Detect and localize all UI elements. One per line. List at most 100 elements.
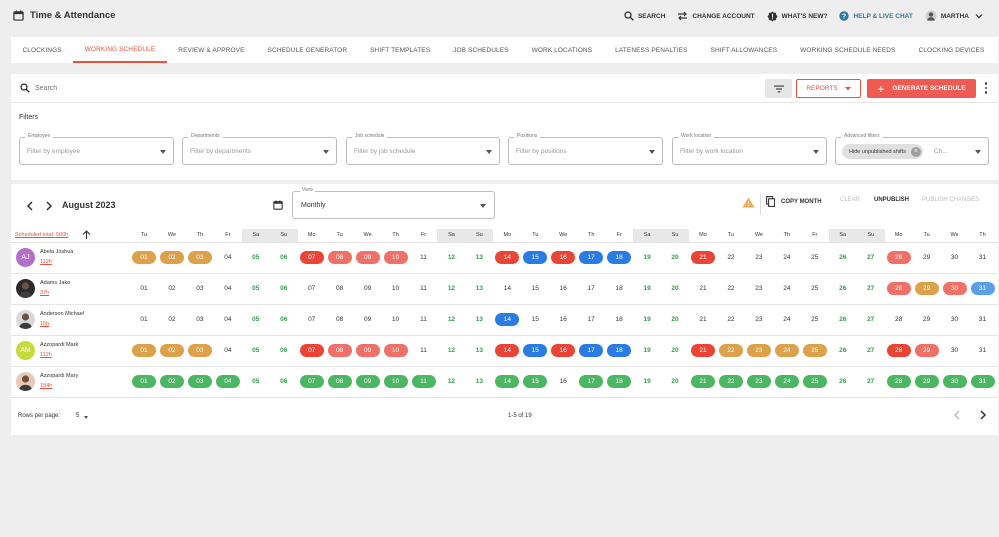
shift-pill[interactable]: 22 <box>718 344 743 357</box>
shift-pill[interactable]: 10 <box>383 344 408 357</box>
day-cell[interactable]: 01 <box>140 285 148 292</box>
tab-clocking-devices[interactable]: CLOCKING DEVICES <box>918 46 985 54</box>
unpublish-button[interactable]: UNPUBLISH <box>874 197 910 203</box>
day-cell[interactable]: 05 <box>252 316 260 323</box>
scheduled-total[interactable]: Scheduled total: 500h <box>15 232 69 238</box>
tab-shift-templates[interactable]: SHIFT TEMPLATES <box>370 46 431 54</box>
shift-pill[interactable]: 09 <box>355 251 380 264</box>
day-cell[interactable]: 04 <box>224 316 232 323</box>
filter-toggle-button[interactable] <box>765 79 792 98</box>
shift-pill[interactable]: 28 <box>886 251 911 264</box>
user-menu[interactable]: MARTHA <box>925 10 987 22</box>
day-cell[interactable]: 08 <box>336 285 344 292</box>
shift-pill[interactable]: 10 <box>383 251 408 264</box>
employee-hours-link[interactable]: 15h <box>40 321 50 327</box>
day-cell[interactable]: 25 <box>811 254 819 261</box>
shift-pill[interactable]: 17 <box>579 251 604 264</box>
day-cell[interactable]: 07 <box>308 285 316 292</box>
day-cell[interactable]: 26 <box>839 378 847 385</box>
day-cell[interactable]: 11 <box>420 254 427 261</box>
shift-pill[interactable]: 01 <box>132 251 156 264</box>
day-cell[interactable]: 29 <box>922 254 931 261</box>
day-cell[interactable]: 26 <box>839 347 847 354</box>
day-cell[interactable]: 11 <box>420 316 427 323</box>
view-select[interactable]: View Monthly <box>292 187 495 219</box>
day-cell[interactable]: 27 <box>867 254 875 261</box>
day-cell[interactable]: 31 <box>978 316 987 323</box>
shift-pill[interactable]: 14 <box>495 313 520 326</box>
chevron-right-icon[interactable] <box>45 201 53 211</box>
shift-pill[interactable]: 18 <box>607 344 632 357</box>
day-cell[interactable]: 27 <box>867 378 875 385</box>
shift-pill[interactable]: 14 <box>495 375 520 388</box>
employee-hours-link[interactable]: 112h <box>40 259 52 265</box>
day-cell[interactable]: 20 <box>671 378 679 385</box>
shift-pill[interactable]: 17 <box>579 344 604 357</box>
day-cell[interactable]: 07 <box>308 316 316 323</box>
shift-pill[interactable]: 21 <box>691 344 715 357</box>
tab-clockings[interactable]: CLOCKINGS <box>22 46 62 54</box>
day-cell[interactable]: 25 <box>811 285 819 292</box>
day-cell[interactable]: 27 <box>867 316 875 323</box>
shift-pill[interactable]: 22 <box>718 375 743 388</box>
copy-month-button[interactable]: COPY MONTH <box>766 196 822 207</box>
rows-per-page-caret-icon[interactable] <box>84 416 88 419</box>
day-cell[interactable]: 05 <box>252 254 260 261</box>
day-cell[interactable]: 02 <box>168 285 176 292</box>
day-cell[interactable]: 19 <box>643 378 651 385</box>
day-cell[interactable]: 27 <box>867 347 875 354</box>
day-cell[interactable]: 04 <box>224 285 232 292</box>
day-cell[interactable]: 12 <box>447 316 456 323</box>
day-cell[interactable]: 21 <box>699 285 707 292</box>
publish-changes-button[interactable]: PUBLISH CHANGES <box>922 197 980 203</box>
day-cell[interactable]: 09 <box>363 285 372 292</box>
shift-pill[interactable]: 16 <box>551 344 576 357</box>
shift-pill[interactable]: 07 <box>299 344 324 357</box>
shift-pill[interactable]: 24 <box>774 375 799 388</box>
shift-pill[interactable]: 29 <box>914 282 939 295</box>
day-cell[interactable]: 22 <box>727 316 735 323</box>
day-cell[interactable]: 15 <box>531 316 539 323</box>
day-cell[interactable]: 11 <box>420 285 427 292</box>
shift-pill[interactable]: 15 <box>523 344 548 357</box>
filter-chip[interactable]: Hide unpublished shifts × <box>842 144 923 159</box>
tab-review-approve[interactable]: REVIEW & APPROVE <box>178 46 245 54</box>
day-cell[interactable]: 30 <box>950 347 959 354</box>
day-cell[interactable]: 22 <box>727 285 735 292</box>
employee-hours-link[interactable]: 37h <box>40 290 50 296</box>
day-cell[interactable]: 18 <box>615 285 623 292</box>
day-cell[interactable]: 13 <box>475 254 483 261</box>
shift-pill[interactable]: 25 <box>802 375 827 388</box>
shift-pill[interactable]: 03 <box>187 375 212 388</box>
shift-pill[interactable]: 02 <box>159 344 184 357</box>
day-cell[interactable]: 20 <box>671 347 679 354</box>
day-cell[interactable]: 16 <box>559 378 567 385</box>
shift-pill[interactable]: 14 <box>495 344 520 357</box>
warning-icon[interactable] <box>742 197 755 208</box>
day-cell[interactable]: 17 <box>587 316 595 323</box>
search-input[interactable] <box>35 82 435 95</box>
chip-remove-icon[interactable]: × <box>910 146 921 157</box>
search-action[interactable]: SEARCH <box>624 11 665 21</box>
tab-shift-allowances[interactable]: SHIFT ALLOWANCES <box>710 46 778 54</box>
day-cell[interactable]: 12 <box>447 378 456 385</box>
shift-pill[interactable]: 02 <box>159 375 184 388</box>
shift-pill[interactable]: 07 <box>299 375 324 388</box>
shift-pill[interactable]: 08 <box>327 251 352 264</box>
day-cell[interactable]: 05 <box>252 285 260 292</box>
day-cell[interactable]: 30 <box>950 254 959 261</box>
day-cell[interactable]: 24 <box>783 254 791 261</box>
departments-filter[interactable]: Departments Filter by departments <box>182 133 337 165</box>
day-cell[interactable]: 12 <box>447 285 456 292</box>
reports-button[interactable]: REPORTS <box>796 79 861 98</box>
day-cell[interactable]: 13 <box>475 347 483 354</box>
day-cell[interactable]: 14 <box>503 285 511 292</box>
employee-hours-link[interactable]: 112h <box>40 352 52 358</box>
day-cell[interactable]: 15 <box>531 285 539 292</box>
shift-pill[interactable]: 08 <box>327 375 352 388</box>
tab-lateness-penalties[interactable]: LATENESS PENALTIES <box>615 46 688 54</box>
help-chat-action[interactable]: ? HELP & LIVE CHAT <box>839 11 913 21</box>
day-cell[interactable]: 12 <box>447 254 456 261</box>
shift-pill[interactable]: 28 <box>886 282 911 295</box>
shift-pill[interactable]: 25 <box>802 344 827 357</box>
